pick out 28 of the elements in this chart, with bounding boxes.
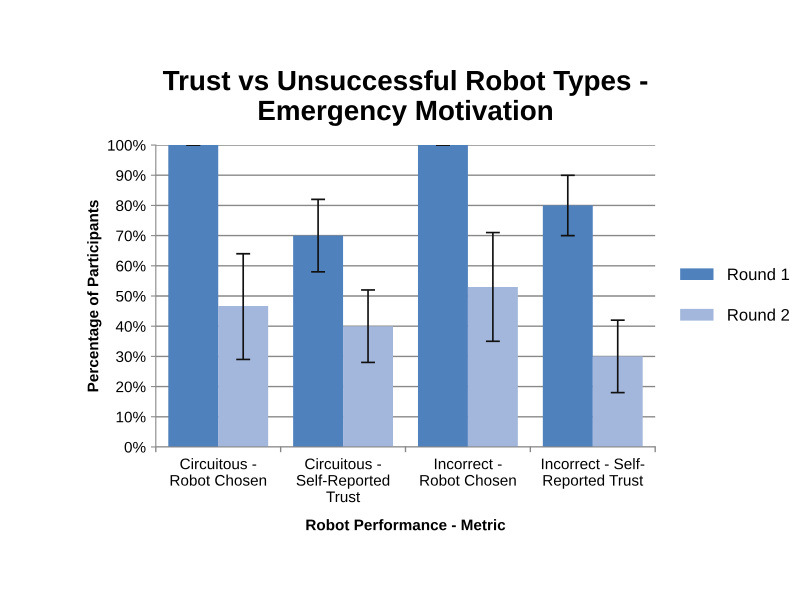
y-tick-label: 30% — [116, 351, 146, 362]
bar — [542, 205, 593, 447]
x-tick-label: Incorrect - Robot Chosen — [420, 458, 516, 486]
y-tick-label: 0% — [124, 442, 146, 453]
y-tick-label: 60% — [116, 260, 146, 272]
y-tick-label: 90% — [116, 170, 146, 181]
x-tick-label: Incorrect - Self- Reported Trust — [542, 458, 644, 489]
y-axis-title: Percentage of Participants — [87, 200, 102, 392]
bar — [468, 286, 518, 447]
bar — [343, 326, 394, 447]
y-tick-label: 40% — [116, 321, 146, 332]
bar — [293, 236, 344, 447]
x-tick-label: Circuitous - Self-Reported Trust — [296, 458, 390, 502]
bar — [168, 145, 218, 447]
bar — [218, 306, 268, 447]
x-axis-title: Robot Performance - Metric — [306, 519, 506, 530]
x-tick-label: Circuitous - Robot Chosen — [170, 458, 266, 486]
y-tick-label: 50% — [116, 290, 146, 302]
chart-title: Trust vs Unsuccessful Robot Types - Emergency Motivation — [162, 70, 648, 126]
y-tick-label: 80% — [116, 200, 146, 212]
bar — [592, 356, 643, 447]
y-tick-label: 20% — [116, 381, 146, 392]
legend-label: Round 2 — [728, 308, 790, 321]
y-tick-label: 70% — [116, 230, 146, 242]
y-tick-label: 100% — [108, 140, 146, 151]
legend-label: Round 1 — [728, 268, 790, 280]
y-tick-label: 10% — [116, 412, 146, 422]
bar — [418, 145, 468, 447]
